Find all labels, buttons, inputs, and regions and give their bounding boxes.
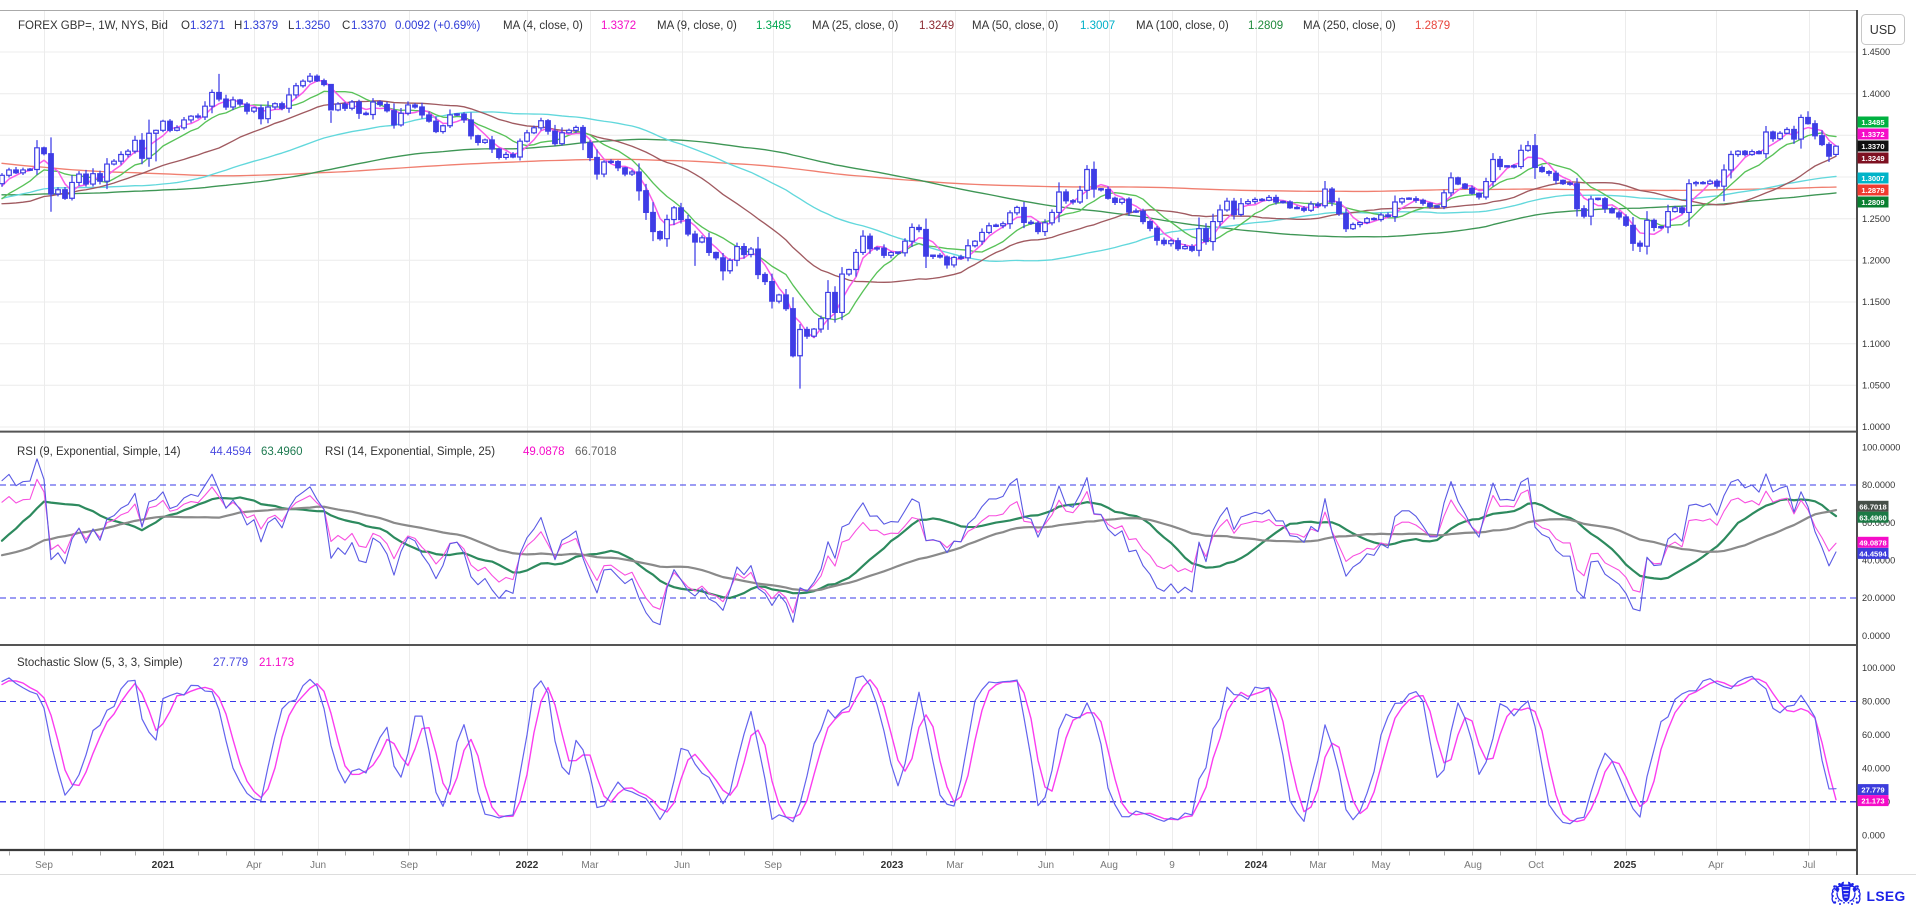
- svg-text:1.4000: 1.4000: [1862, 89, 1890, 99]
- svg-text:44.4594: 44.4594: [210, 446, 252, 458]
- svg-text:MA (50, close, 0): MA (50, close, 0): [972, 20, 1058, 32]
- svg-text:1.3249: 1.3249: [919, 20, 954, 32]
- svg-text:1.2879: 1.2879: [1415, 20, 1450, 32]
- svg-text:1.3249: 1.3249: [1861, 154, 1884, 163]
- svg-text:1.2809: 1.2809: [1248, 20, 1283, 32]
- svg-text:1.3250: 1.3250: [295, 20, 330, 32]
- svg-text:9: 9: [1169, 860, 1175, 871]
- svg-text:2025: 2025: [1614, 860, 1637, 871]
- svg-text:L: L: [288, 20, 295, 32]
- svg-text:1.2879: 1.2879: [1861, 186, 1884, 195]
- svg-text:Aug: Aug: [1464, 860, 1482, 871]
- svg-text:Mar: Mar: [946, 860, 964, 871]
- svg-text:21.173: 21.173: [259, 657, 294, 669]
- svg-text:Jul: Jul: [1803, 860, 1816, 871]
- svg-text:1.3379: 1.3379: [243, 20, 278, 32]
- svg-text:O: O: [181, 20, 190, 32]
- svg-text:Mar: Mar: [581, 860, 599, 871]
- svg-text:USD: USD: [1870, 23, 1896, 37]
- svg-text:2023: 2023: [881, 860, 904, 871]
- svg-text:C: C: [342, 20, 350, 32]
- svg-text:Oct: Oct: [1528, 860, 1544, 871]
- svg-text:Mar: Mar: [1309, 860, 1327, 871]
- svg-text:100.0000: 100.0000: [1862, 443, 1900, 453]
- svg-text:60.0000: 60.0000: [1862, 518, 1895, 528]
- svg-text:Sep: Sep: [400, 860, 418, 871]
- svg-text:1.3372: 1.3372: [1861, 130, 1884, 139]
- svg-text:H: H: [234, 20, 242, 32]
- svg-text:Sep: Sep: [764, 860, 782, 871]
- svg-text:20.0000: 20.0000: [1862, 593, 1895, 603]
- svg-text:1.3485: 1.3485: [1861, 118, 1885, 127]
- svg-text:Apr: Apr: [1708, 860, 1724, 871]
- svg-text:FOREX GBP=, 1W, NYS, Bid: FOREX GBP=, 1W, NYS, Bid: [18, 20, 168, 32]
- svg-text:66.7018: 66.7018: [1859, 502, 1886, 511]
- svg-text:MA (100, close, 0): MA (100, close, 0): [1136, 20, 1229, 32]
- svg-text:1.3007: 1.3007: [1080, 20, 1115, 32]
- svg-text:60.000: 60.000: [1862, 730, 1890, 740]
- svg-text:LSEG: LSEG: [1867, 889, 1906, 904]
- svg-text:MA (4, close, 0): MA (4, close, 0): [503, 20, 583, 32]
- svg-text:Sep: Sep: [35, 860, 53, 871]
- svg-text:1.3485: 1.3485: [756, 20, 791, 32]
- svg-text:0.000: 0.000: [1862, 830, 1885, 840]
- svg-text:MA (250, close, 0): MA (250, close, 0): [1303, 20, 1396, 32]
- svg-text:40.000: 40.000: [1862, 764, 1890, 774]
- svg-text:RSI (9, Exponential, Simple, 1: RSI (9, Exponential, Simple, 14): [17, 446, 181, 458]
- svg-text:Jun: Jun: [674, 860, 690, 871]
- svg-text:1.2500: 1.2500: [1862, 214, 1890, 224]
- svg-text:May: May: [1372, 860, 1391, 871]
- svg-text:Stochastic Slow (5, 3, 3, Simp: Stochastic Slow (5, 3, 3, Simple): [17, 657, 183, 669]
- svg-text:49.0878: 49.0878: [1859, 538, 1886, 547]
- svg-text:Apr: Apr: [246, 860, 262, 871]
- svg-text:1.4500: 1.4500: [1862, 47, 1890, 57]
- svg-text:1.0500: 1.0500: [1862, 381, 1890, 391]
- svg-text:66.7018: 66.7018: [575, 446, 617, 458]
- svg-text:1.3007: 1.3007: [1861, 174, 1884, 183]
- svg-text:80.0000: 80.0000: [1862, 480, 1895, 490]
- svg-text:27.779: 27.779: [1861, 786, 1884, 795]
- svg-text:Jun: Jun: [1038, 860, 1054, 871]
- svg-text:1.3372: 1.3372: [601, 20, 636, 32]
- svg-text:63.4960: 63.4960: [261, 446, 303, 458]
- svg-text:0.0000: 0.0000: [1862, 631, 1890, 641]
- svg-text:MA (25, close, 0): MA (25, close, 0): [812, 20, 898, 32]
- svg-text:1.0000: 1.0000: [1862, 422, 1890, 432]
- svg-text:80.000: 80.000: [1862, 697, 1890, 707]
- svg-text:1.1500: 1.1500: [1862, 297, 1890, 307]
- svg-text:1.1000: 1.1000: [1862, 339, 1890, 349]
- svg-text:63.4960: 63.4960: [1859, 513, 1886, 522]
- svg-text:MA (9, close, 0): MA (9, close, 0): [657, 20, 737, 32]
- svg-text:2024: 2024: [1245, 860, 1268, 871]
- svg-text:1.2000: 1.2000: [1862, 256, 1890, 266]
- svg-text:49.0878: 49.0878: [523, 446, 565, 458]
- svg-text:100.000: 100.000: [1862, 663, 1895, 673]
- svg-text:40.0000: 40.0000: [1862, 556, 1895, 566]
- svg-text:21.173: 21.173: [1861, 797, 1884, 806]
- svg-text:RSI (14, Exponential, Simple,: RSI (14, Exponential, Simple, 25): [325, 446, 495, 458]
- svg-text:1.2809: 1.2809: [1861, 198, 1884, 207]
- svg-text:Aug: Aug: [1100, 860, 1118, 871]
- svg-text:Jun: Jun: [310, 860, 326, 871]
- svg-text:2022: 2022: [516, 860, 539, 871]
- svg-text:1.3271: 1.3271: [190, 20, 225, 32]
- svg-text:2021: 2021: [152, 860, 175, 871]
- svg-text:44.4594: 44.4594: [1859, 550, 1887, 559]
- svg-text:1.3370: 1.3370: [1861, 142, 1884, 151]
- svg-text:0.0092 (+0.69%): 0.0092 (+0.69%): [395, 20, 481, 32]
- svg-text:1.3370: 1.3370: [351, 20, 386, 32]
- svg-text:27.779: 27.779: [213, 657, 248, 669]
